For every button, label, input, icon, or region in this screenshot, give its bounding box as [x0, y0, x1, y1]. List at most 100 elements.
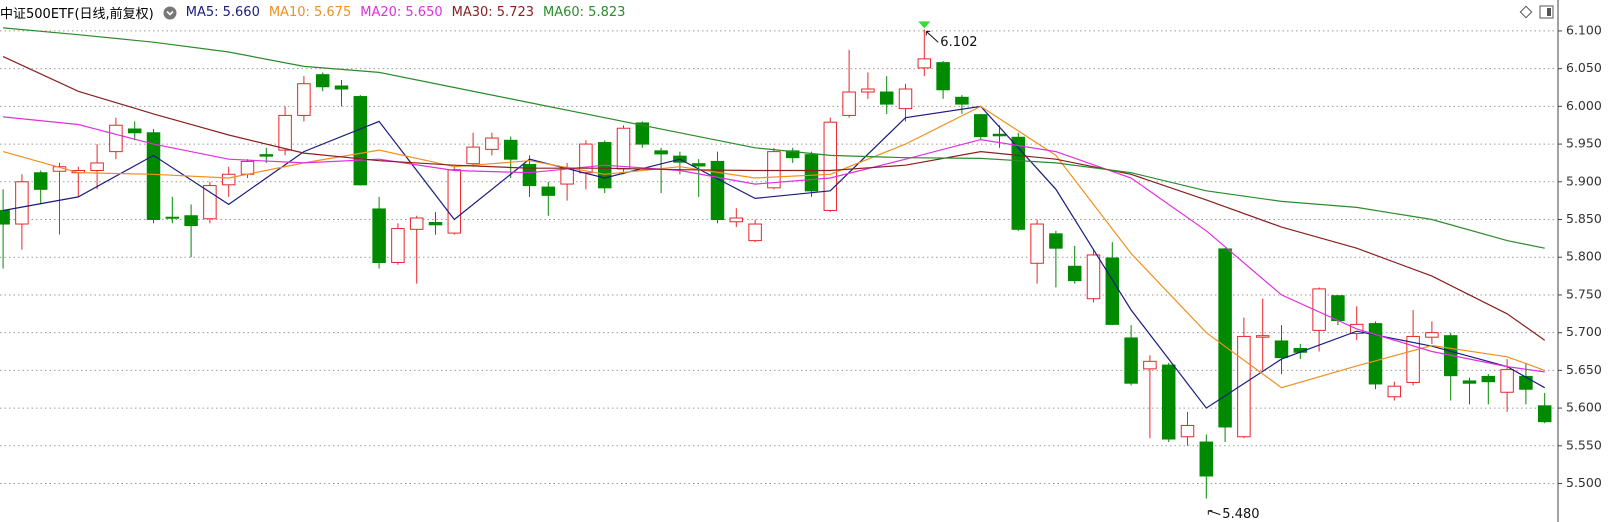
candle-body: [898, 88, 913, 110]
candle-body: [90, 162, 104, 171]
candle-body: [146, 132, 161, 221]
candle-body: [785, 150, 800, 159]
candle-body: [1199, 441, 1214, 477]
candle-body: [861, 88, 875, 93]
candle-body: [1161, 364, 1176, 440]
candle-body: [184, 215, 198, 227]
candle-body: [1086, 254, 1101, 300]
candle-body: [1274, 340, 1289, 359]
candle-body: [466, 146, 480, 165]
y-tick-label: 5.800: [1566, 249, 1602, 264]
annotation-arrow: [1207, 510, 1221, 516]
candle-body: [635, 122, 650, 145]
candle-body: [842, 91, 856, 116]
candle-body: [541, 186, 556, 196]
candle-body: [127, 128, 142, 134]
ma-line: [3, 116, 1545, 373]
y-tick-label: 5.850: [1566, 211, 1602, 226]
candle-body: [1462, 380, 1477, 384]
y-tick-label: 5.650: [1566, 362, 1602, 377]
max-marker: [918, 21, 931, 29]
legend: 中证500ETF(日线,前复权) MA5: 5.660 MA10: 5.675 MA…: [0, 3, 625, 22]
y-tick-label: 5.600: [1566, 400, 1602, 415]
ma-line: [2, 105, 1545, 409]
candle-body: [1500, 369, 1514, 393]
candle-body: [1406, 335, 1420, 383]
candle-body: [691, 163, 706, 167]
candle-body: [391, 228, 405, 264]
candle-body: [1180, 424, 1195, 438]
ma-line: [2, 105, 1545, 389]
candle-body: [1255, 335, 1270, 338]
y-tick-label: 5.700: [1566, 324, 1602, 339]
candle-body: [804, 154, 819, 192]
candle-body: [767, 151, 781, 189]
candle-body: [221, 173, 236, 186]
candle-body: [203, 185, 217, 220]
y-tick-label: 6.050: [1566, 60, 1602, 75]
candle-body: [879, 91, 894, 105]
legend-entry: MA60: 5.823: [543, 5, 626, 20]
candle-body: [315, 74, 330, 88]
candle-body: [1237, 335, 1251, 438]
legend-entry: MA30: 5.723: [451, 5, 535, 20]
candle-body: [748, 223, 762, 242]
candle-body: [165, 216, 180, 219]
annotation-label: 5.480: [1222, 507, 1259, 522]
candle-body: [109, 124, 123, 153]
ma-line: [3, 27, 1545, 249]
candle-body: [1067, 265, 1082, 282]
candle-body: [409, 217, 424, 230]
candle-body: [616, 127, 631, 170]
candle-body: [447, 169, 462, 234]
legend-entry: MA20: 5.650: [360, 5, 443, 20]
candle-body: [823, 121, 838, 211]
candle-body: [297, 83, 311, 116]
legend-entry: MA10: 5.675: [268, 5, 352, 20]
candle-body: [1124, 337, 1138, 384]
y-tick-label: 6.100: [1566, 22, 1602, 37]
candle-body: [560, 167, 574, 185]
candle-body: [485, 137, 499, 150]
candle-body: [503, 139, 518, 160]
candle-body: [710, 160, 725, 221]
y-tick-label: 5.900: [1566, 173, 1602, 188]
candle-body: [955, 96, 969, 105]
candle-body: [654, 150, 668, 155]
candle-body: [259, 154, 274, 157]
candle-body: [917, 58, 932, 69]
candle-body: [15, 181, 29, 225]
candle-body: [1105, 257, 1120, 325]
panel-icon[interactable]: [1539, 5, 1554, 19]
candle-body: [278, 114, 292, 151]
candle-body: [1030, 223, 1044, 264]
y-tick-label: 5.950: [1566, 136, 1602, 151]
candle-body: [1331, 295, 1345, 322]
toolbar-icons[interactable]: [1519, 5, 1554, 19]
annotation-label: 6.102: [940, 35, 977, 50]
candle-body: [522, 163, 537, 187]
diamond-icon[interactable]: [1519, 5, 1533, 19]
candle-body: [0, 209, 10, 225]
candle-body: [973, 114, 988, 138]
candle-body: [1011, 136, 1026, 230]
panel-icon-fill: [1547, 8, 1551, 16]
candle-body: [1481, 375, 1496, 383]
y-tick-label: 5.500: [1566, 475, 1602, 490]
chart-title: 中证500ETF(日线,前复权): [0, 7, 154, 22]
candle-body: [1425, 332, 1439, 338]
candle-body: [353, 96, 368, 186]
candle-body: [33, 172, 48, 190]
y-tick-label: 5.750: [1566, 286, 1602, 301]
candle-body: [1143, 360, 1157, 370]
candle-body: [729, 217, 744, 223]
candle-body: [1537, 405, 1552, 423]
y-tick-label: 6.000: [1566, 98, 1602, 113]
ma-line: [2, 56, 1546, 341]
candle-body: [372, 208, 386, 264]
candle-body: [1218, 248, 1232, 428]
dropdown-icon[interactable]: [163, 6, 177, 20]
candle-body: [992, 133, 1007, 137]
